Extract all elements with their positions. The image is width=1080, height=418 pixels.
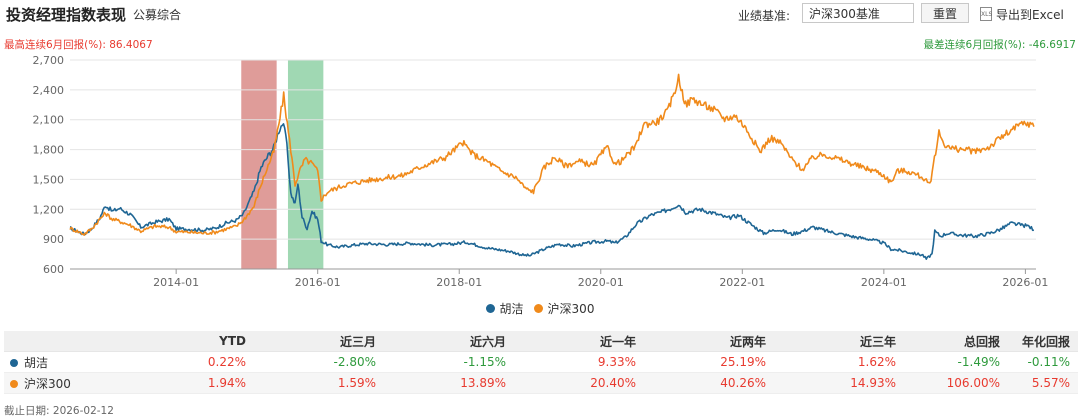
- table-cell: 14.93%: [774, 372, 904, 394]
- table-cell: 1.94%: [94, 372, 254, 394]
- performance-table: YTD 近三月 近六月 近一年 近两年 近三年 总回报 年化回报 胡洁 0.22…: [4, 331, 1078, 394]
- as-of-date-value: 2026-02-12: [52, 405, 114, 417]
- export-excel-label: 导出到Excel: [996, 7, 1064, 22]
- table-header-cell: 近三年: [774, 331, 904, 352]
- as-of-date-label: 截止日期:: [4, 405, 50, 417]
- as-of-date: 截止日期: 2026-02-12: [4, 403, 114, 418]
- y-tick-label: 600: [43, 263, 64, 276]
- row-label: 沪深300: [24, 376, 71, 391]
- row-label: 胡洁: [24, 355, 49, 370]
- y-tick-label: 2,700: [33, 54, 65, 67]
- table-cell: 1.62%: [774, 351, 904, 373]
- y-tick-label: 1,200: [33, 203, 65, 216]
- excel-icon: XLS: [980, 7, 992, 21]
- table-cell: -1.49%: [904, 351, 1008, 373]
- table-cell: 25.19%: [644, 351, 774, 373]
- table-cell: -1.15%: [384, 351, 514, 373]
- max-6m-return: 最高连续6月回报(%): 86.4067: [4, 37, 153, 52]
- export-excel-button[interactable]: XLS 导出到Excel: [980, 5, 1064, 23]
- x-tick-label: 2016-01: [295, 276, 341, 289]
- row-dot-benchmark: [10, 379, 18, 388]
- row-dot-manager: [10, 358, 18, 367]
- x-tick-label: 2024-01: [861, 276, 907, 289]
- table-header-cell: 近三月: [254, 331, 384, 352]
- table-cell: 9.33%: [514, 351, 644, 373]
- min-6m-return-value: -46.6917: [1028, 39, 1076, 51]
- y-tick-label: 900: [43, 233, 64, 246]
- table-cell: -0.11%: [1008, 351, 1078, 373]
- table-cell: 5.57%: [1008, 372, 1078, 394]
- table-cell: 1.59%: [254, 372, 384, 394]
- table-header-cell: 近两年: [644, 331, 774, 352]
- x-tick-label: 2014-01: [153, 276, 199, 289]
- table-header-cell: [4, 331, 94, 352]
- table-header-cell: 近六月: [384, 331, 514, 352]
- table-cell: 106.00%: [904, 372, 1008, 394]
- legend-dot-manager: [485, 304, 495, 313]
- highlight-band-max: [241, 60, 277, 269]
- legend-label-manager: 胡洁: [499, 302, 524, 316]
- row-name-manager: 胡洁: [4, 351, 94, 373]
- benchmark-label: 业绩基准:: [738, 9, 791, 23]
- table-cell: 20.40%: [514, 372, 644, 394]
- page-title: 投资经理指数表现: [6, 6, 127, 24]
- y-tick-label: 1,800: [33, 144, 65, 157]
- legend-label-benchmark: 沪深300: [547, 302, 595, 316]
- y-tick-label: 2,100: [33, 114, 65, 127]
- table-cell: 0.22%: [94, 351, 254, 373]
- table-row: 沪深300 1.94% 1.59% 13.89% 20.40% 40.26% 1…: [4, 372, 1078, 394]
- series-line-benchmark: [69, 73, 1035, 236]
- highlight-band-min: [287, 60, 324, 269]
- table-header-cell: 年化回报: [1008, 331, 1078, 352]
- chart-legend: 胡洁 沪深300: [0, 300, 1080, 317]
- y-tick-label: 1,500: [33, 173, 65, 186]
- legend-item-manager[interactable]: 胡洁: [485, 300, 524, 317]
- max-6m-return-value: 86.4067: [109, 39, 153, 51]
- x-tick-label: 2020-01: [578, 276, 624, 289]
- table-header-row: YTD 近三月 近六月 近一年 近两年 近三年 总回报 年化回报: [4, 331, 1078, 352]
- legend-item-benchmark[interactable]: 沪深300: [533, 300, 595, 317]
- table-cell: -2.80%: [254, 351, 384, 373]
- table-header-cell: 总回报: [904, 331, 1008, 352]
- row-name-benchmark: 沪深300: [4, 372, 94, 394]
- x-tick-label: 2018-01: [436, 276, 482, 289]
- x-tick-label: 2022-01: [719, 276, 765, 289]
- legend-dot-benchmark: [533, 304, 543, 313]
- table-cell: 40.26%: [644, 372, 774, 394]
- min-6m-return: 最差连续6月回报(%): -46.6917: [924, 37, 1076, 52]
- reset-button[interactable]: 重置: [921, 3, 969, 23]
- y-tick-label: 2,400: [33, 84, 65, 97]
- max-6m-return-label: 最高连续6月回报(%):: [4, 39, 106, 51]
- table-row: 胡洁 0.22% -2.80% -1.15% 9.33% 25.19% 1.62…: [4, 351, 1078, 373]
- benchmark-input[interactable]: [802, 3, 914, 23]
- table-header-cell: YTD: [94, 331, 254, 352]
- table-header-cell: 近一年: [514, 331, 644, 352]
- performance-chart: 600 900 1,200 1,500 1,800 2,100 2,400 2,700 2014…: [33, 54, 1049, 289]
- x-tick-label: 2026-01: [1002, 276, 1048, 289]
- table-cell: 13.89%: [384, 372, 514, 394]
- min-6m-return-label: 最差连续6月回报(%):: [923, 39, 1026, 51]
- series-line-manager: [69, 123, 1034, 260]
- page-subtitle: 公募综合: [133, 8, 182, 22]
